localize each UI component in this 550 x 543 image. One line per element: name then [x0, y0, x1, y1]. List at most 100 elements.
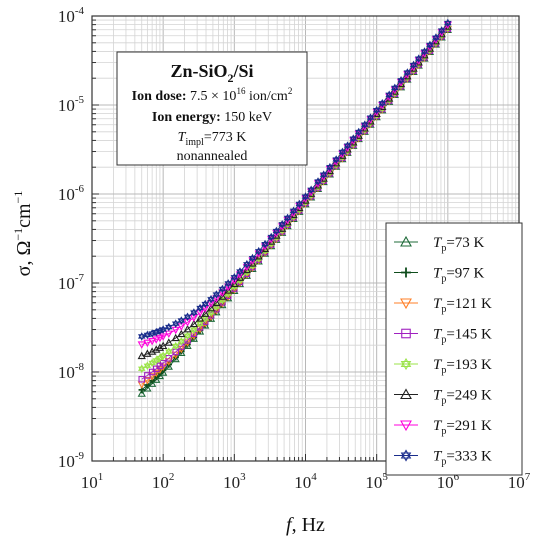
legend-label: Tp=121 K [433, 296, 492, 315]
data-point [319, 170, 328, 179]
data-point [177, 336, 186, 346]
legend-item: Tp=333 K [394, 449, 492, 468]
y-tick-label: 10-4 [58, 5, 85, 26]
data-point [138, 375, 146, 383]
data-point [224, 286, 233, 294]
data-point [138, 364, 146, 374]
legend-item: Tp=145 K [394, 327, 492, 346]
data-point [403, 68, 412, 77]
data-point [143, 339, 152, 348]
x-tick-label: 102 [152, 471, 175, 492]
data-point [414, 54, 423, 63]
x-tick-label: 106 [437, 471, 460, 492]
legend-label: Tp=97 K [433, 266, 485, 285]
legend-item: Tp=193 K [394, 357, 492, 376]
data-point [159, 359, 167, 367]
data-point [385, 90, 393, 100]
data-point [159, 351, 167, 360]
legend-label: Tp=193 K [433, 357, 492, 376]
data-point [378, 98, 387, 108]
data-point [278, 220, 286, 229]
x-tick-label: 103 [223, 471, 246, 492]
data-point [426, 40, 434, 50]
data-point [177, 316, 186, 325]
y-tick-label: 10-5 [58, 94, 85, 115]
data-point [152, 336, 161, 344]
x-tick-label: 104 [294, 471, 317, 492]
data-point [137, 351, 146, 360]
legend-items: Tp=73 K Tp=97 K Tp=121 K Tp=145 K Tp=193 K Tp… [394, 235, 492, 468]
data-point [143, 330, 152, 340]
data-point [236, 267, 244, 276]
data-point [144, 372, 151, 379]
data-point [206, 303, 216, 312]
legend-label: Tp=73 K [433, 235, 485, 254]
data-point [165, 322, 173, 332]
data-point [138, 332, 146, 341]
data-point [283, 213, 292, 223]
sample-info-box: Zn-SiO2/Si Ion dose: 7.5 × 1016 ion/cm2 … [116, 51, 308, 166]
x-axis-label: f, Hz [286, 514, 325, 536]
data-point [190, 308, 198, 317]
data-point [314, 177, 322, 186]
data-point [218, 284, 227, 294]
legend-item: Tp=97 K [394, 266, 485, 285]
legend-marker [400, 388, 412, 400]
legend-marker [401, 328, 411, 339]
data-point [137, 341, 146, 349]
data-point [171, 341, 180, 351]
y-axis-label: σ, Ω−1cm−1 [11, 191, 35, 277]
data-point [196, 323, 204, 331]
data-point [201, 309, 210, 317]
legend-label: Tp=145 K [433, 327, 492, 346]
legend-marker [401, 267, 411, 278]
legend-item: Tp=121 K [394, 296, 492, 315]
legend-item: Tp=291 K [394, 418, 492, 437]
data-point [155, 343, 165, 351]
legend-marker [400, 357, 412, 371]
data-point [183, 324, 192, 333]
y-tick-label: 10-8 [58, 361, 85, 382]
data-point [155, 334, 165, 343]
data-point [432, 33, 440, 42]
data-point [261, 239, 269, 249]
data-point [437, 26, 446, 35]
data-point [289, 206, 298, 216]
data-point [230, 279, 239, 288]
legend-item: Tp=73 K [394, 235, 485, 254]
series-7 [138, 18, 452, 341]
data-point [148, 379, 157, 387]
ion-dose-line: Ion dose: 7.5 × 1016 ion/cm2 [132, 86, 293, 104]
legend-label: Tp=291 K [433, 418, 492, 437]
data-point [137, 389, 146, 397]
data-point [164, 338, 173, 346]
info-box-frame [116, 51, 308, 166]
data-point [326, 162, 334, 172]
data-point [218, 292, 227, 300]
data-point [338, 147, 347, 157]
data-point [155, 366, 165, 374]
data-point [332, 155, 340, 164]
legend-marker [400, 449, 412, 462]
data-point [224, 283, 233, 292]
data-point [307, 185, 315, 195]
data-point [224, 279, 232, 288]
legend-marker [400, 235, 412, 247]
data-point [207, 294, 215, 304]
data-point [349, 134, 358, 143]
data-point [248, 253, 257, 263]
data-point [295, 199, 304, 209]
data-point [343, 141, 352, 150]
data-point [196, 319, 204, 328]
y-tick-label: 10-6 [58, 183, 85, 204]
x-tick-label: 101 [81, 471, 104, 492]
data-point [171, 333, 180, 342]
y-tick-label: 10-9 [58, 450, 85, 471]
data-point [230, 273, 239, 282]
data-point [212, 290, 221, 299]
legend-marker [400, 298, 412, 310]
data-point [366, 113, 375, 122]
data-point [248, 259, 257, 267]
legend-frame [385, 222, 523, 476]
